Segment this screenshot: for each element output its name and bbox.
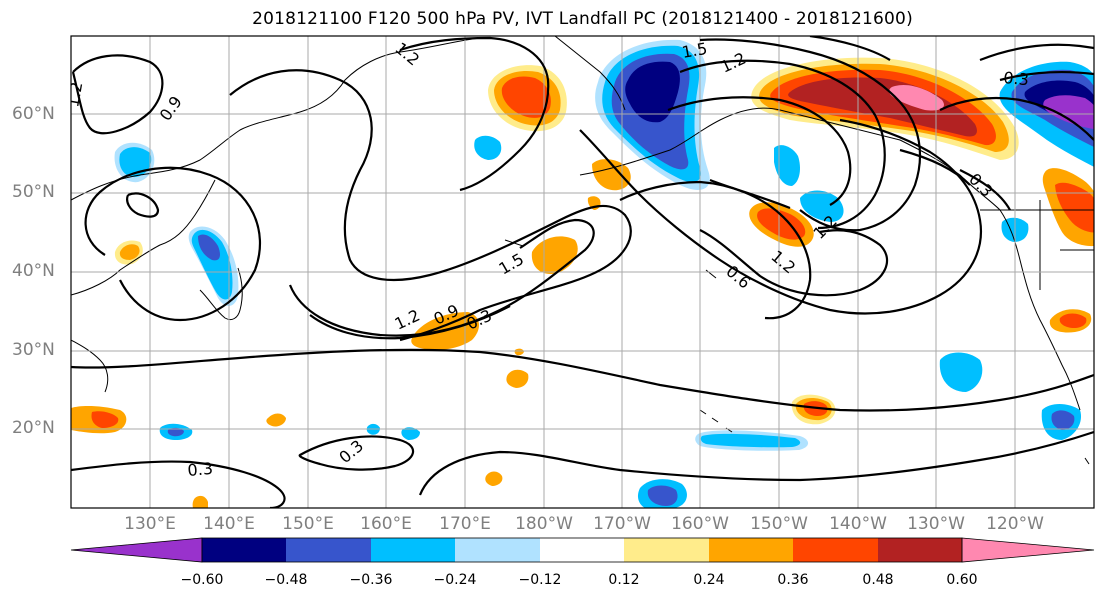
colorbar-tick-label: 0.12	[608, 572, 640, 588]
colorbar-tick-label: −0.12	[518, 572, 562, 588]
shade-positive-160w	[592, 159, 631, 191]
lon-label: 170°W	[593, 514, 651, 534]
lon-label: 150°W	[750, 514, 808, 534]
colorbar-segment	[709, 538, 793, 562]
colorbar-tick-label: −0.24	[433, 572, 477, 588]
colorbar-tick-label: −0.36	[349, 572, 393, 588]
colorbar-segment	[878, 538, 962, 562]
colorbar-arrow-high	[961, 537, 1095, 563]
lon-label: 130°W	[907, 514, 965, 534]
colorbar-tick-label: 0.48	[862, 572, 894, 588]
colorbar-tick-label: 0.60	[946, 572, 978, 588]
lon-label: 180°W	[515, 514, 573, 534]
lon-label: 120°W	[986, 514, 1044, 534]
lat-label: 20°N	[12, 418, 55, 438]
lon-label: 150°E	[282, 514, 334, 534]
gridlines	[71, 36, 1094, 508]
colorbar-segment	[371, 538, 455, 562]
map-title: 2018121100 F120 500 hPa PV, IVT Landfall…	[252, 9, 913, 29]
colorbar	[70, 537, 1095, 563]
lat-label: 40°N	[12, 261, 55, 281]
colorbar-tick-label: 0.24	[693, 572, 725, 588]
lon-label: 160°W	[671, 514, 729, 534]
colorbar-arrow-low	[70, 537, 203, 563]
lon-label: 130°E	[124, 514, 176, 534]
contour-label: 1.2	[63, 80, 86, 108]
shade-positive-small	[506, 369, 529, 388]
lon-label: 140°W	[829, 514, 887, 534]
colorbar-tick-label: −0.60	[180, 572, 224, 588]
lon-label: 170°E	[439, 514, 491, 534]
contour-label: 1.5	[680, 39, 708, 62]
lon-label: 140°E	[203, 514, 255, 534]
contour-label: 0.3	[1003, 68, 1030, 89]
colorbar-tick-label: −0.48	[264, 572, 308, 588]
pv-contours	[71, 36, 1094, 508]
colorbar-segment	[286, 538, 371, 562]
lat-label: 50°N	[12, 182, 55, 202]
colorbar-segment	[624, 538, 709, 562]
colorbar-segment	[793, 538, 878, 562]
lon-label: 160°E	[360, 514, 412, 534]
contour-label: 0.3	[187, 459, 214, 480]
coastlines	[71, 36, 1094, 465]
lat-label: 60°N	[12, 104, 55, 124]
colorbar-segment	[540, 538, 624, 562]
colorbar-segment	[202, 538, 286, 562]
map-frame	[70, 35, 1095, 509]
lat-label: 30°N	[12, 340, 55, 360]
colorbar-segment	[455, 538, 540, 562]
colorbar-tick-label: 0.36	[777, 572, 809, 588]
map-plot-area: 1.2 0.9 1.5 1.2 0.3 0.6 1.2 1.5 1.2 1.2 …	[63, 36, 1094, 508]
